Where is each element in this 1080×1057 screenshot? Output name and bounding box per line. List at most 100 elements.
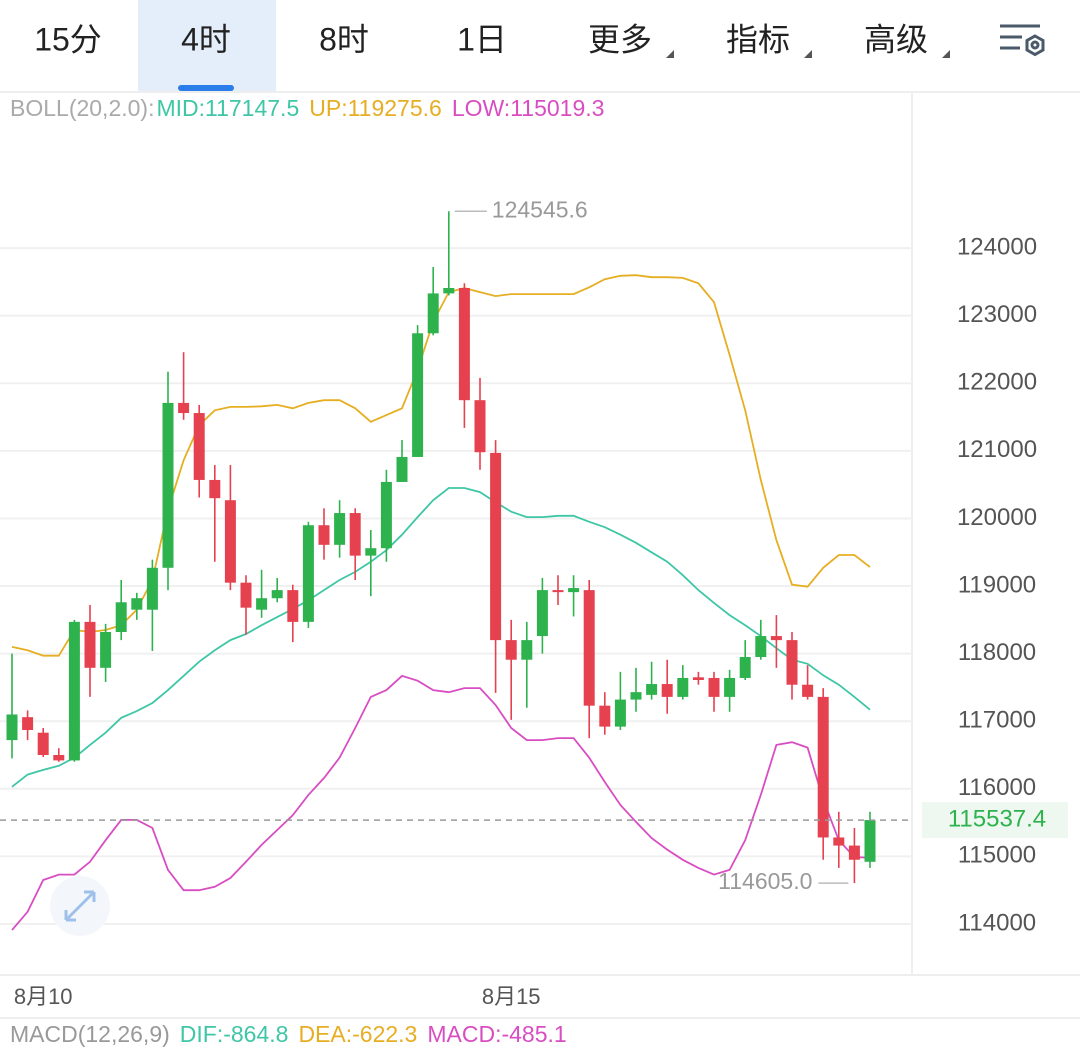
tab[interactable]: 指标 xyxy=(726,21,790,57)
candle-body xyxy=(287,590,299,622)
dropdown-caret xyxy=(942,50,950,58)
tab[interactable]: 更多 xyxy=(588,21,652,57)
y-tick-label: 120000 xyxy=(957,504,1037,531)
candle-body xyxy=(53,755,65,761)
boll-item: LOW:115019.3 xyxy=(452,95,605,121)
tab[interactable]: 1日 xyxy=(457,21,507,57)
low-marker-label: 114605.0 xyxy=(718,868,812,894)
high-marker-label: 124545.6 xyxy=(492,196,588,222)
y-tick-label: 122000 xyxy=(957,369,1037,396)
candle-body xyxy=(412,333,424,457)
price-label-bg xyxy=(922,802,1068,839)
y-tick-label: 121000 xyxy=(957,436,1037,463)
candle-body xyxy=(864,820,876,862)
y-tick-label: 118000 xyxy=(958,639,1036,666)
candle-body xyxy=(521,640,533,660)
candle-body xyxy=(318,525,330,545)
candle-body xyxy=(568,588,580,593)
y-tick-label: 115000 xyxy=(958,842,1036,869)
x-tick-label: 8月10 xyxy=(14,984,73,1009)
candle-body xyxy=(193,413,205,480)
macd-item: MACD:-485.1 xyxy=(427,1021,566,1047)
y-tick-label: 123000 xyxy=(957,301,1037,328)
candle-body xyxy=(100,632,112,668)
boll-item: UP:119275.6 xyxy=(309,95,442,121)
y-tick-label: 114000 xyxy=(958,909,1036,936)
candle-body xyxy=(365,548,377,556)
icon-hex xyxy=(1025,34,1045,57)
candle-body xyxy=(599,705,611,727)
candle-body xyxy=(84,621,96,668)
candle-body xyxy=(848,845,860,860)
candle-body xyxy=(131,598,143,610)
candle-body xyxy=(443,287,455,294)
candle-body xyxy=(646,684,658,695)
expand-arrows xyxy=(64,890,96,922)
candle-body xyxy=(833,837,845,846)
candle-body xyxy=(178,402,190,414)
candle-body xyxy=(786,640,798,685)
candle-body xyxy=(22,717,34,731)
candle-body xyxy=(583,590,595,706)
candle-body xyxy=(817,696,829,838)
settings-icon[interactable] xyxy=(1000,24,1045,57)
macd-legend: MACD(12,26,9) DIF:-864.8 DEA:-622.3 MACD:-4… xyxy=(10,1021,567,1047)
candle-body xyxy=(380,481,392,549)
candle-body xyxy=(349,513,361,556)
boll-line xyxy=(11,487,871,788)
tab-bar: 15分 4时 8时 1日 更多 指标 高级 xyxy=(34,0,950,92)
boll-line xyxy=(11,674,871,931)
candle-body xyxy=(677,677,689,697)
y-tick-label: 117000 xyxy=(958,707,1036,734)
boll-label: BOLL(20,2.0): xyxy=(10,95,154,121)
tab-active-bg xyxy=(138,0,276,92)
candle-body xyxy=(724,677,736,697)
candle-body xyxy=(209,479,221,499)
y-tick-label: 119000 xyxy=(958,571,1036,598)
candle-body xyxy=(37,732,49,756)
candle-body xyxy=(302,525,314,622)
candle-body xyxy=(334,513,346,545)
tab[interactable]: 15分 xyxy=(34,21,102,57)
candle-body xyxy=(458,287,470,401)
candle-body xyxy=(536,590,548,637)
candle-body xyxy=(490,452,502,641)
tab[interactable]: 8时 xyxy=(319,21,369,57)
candle-body xyxy=(630,692,642,700)
icon-dot xyxy=(1030,40,1040,50)
candle-body xyxy=(271,590,283,599)
candle-body xyxy=(224,500,236,583)
tab[interactable]: 4时 xyxy=(181,21,231,57)
expand-button[interactable] xyxy=(50,876,110,936)
candle-body xyxy=(256,598,268,610)
y-tick-label: 116000 xyxy=(958,774,1036,801)
macd-item: DEA:-622.3 xyxy=(298,1021,417,1047)
candle-body xyxy=(755,636,767,658)
candle-body xyxy=(708,677,720,697)
candle-body xyxy=(802,684,814,697)
candle-body xyxy=(427,293,439,334)
candle-body xyxy=(474,400,486,453)
candle-body xyxy=(614,699,626,727)
dropdown-caret xyxy=(804,50,812,58)
tab-indicator xyxy=(178,85,234,91)
dropdown-caret xyxy=(666,50,674,58)
candle-body xyxy=(115,602,127,633)
candle-body xyxy=(68,621,80,761)
candle-body xyxy=(692,677,704,680)
candle-body xyxy=(162,402,174,568)
candle-body xyxy=(146,567,158,610)
y-tick-label: 124000 xyxy=(957,233,1037,260)
macd-label: MACD(12,26,9) xyxy=(10,1021,170,1047)
candle-body xyxy=(396,456,408,482)
macd-item: DIF:-864.8 xyxy=(180,1021,289,1047)
candle-body xyxy=(240,582,252,608)
candle-body xyxy=(770,636,782,641)
candle-body xyxy=(552,590,564,593)
boll-item: MID:117147.5 xyxy=(156,95,299,121)
boll-legend: BOLL(20,2.0):MID:117147.5 UP:119275.6 LOW:… xyxy=(10,95,604,121)
price-label: 115537.4 xyxy=(948,805,1046,832)
tab[interactable]: 高级 xyxy=(864,21,928,57)
